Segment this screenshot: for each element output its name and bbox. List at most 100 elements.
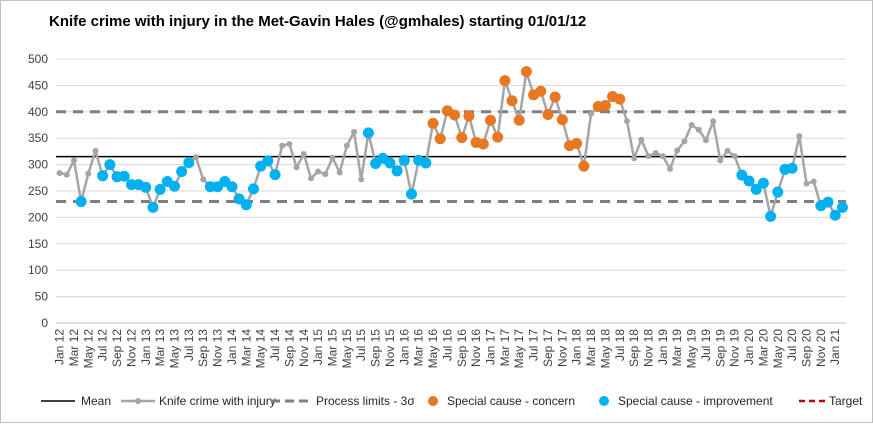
data-point-improvement bbox=[750, 183, 762, 195]
data-point-concern bbox=[535, 85, 547, 97]
data-point-improvement bbox=[406, 188, 417, 200]
x-tick-label: Mar 15 bbox=[326, 329, 340, 367]
data-point-improvement bbox=[269, 169, 281, 181]
x-tick-label: Jan 16 bbox=[397, 329, 411, 365]
data-point bbox=[56, 170, 63, 177]
y-tick-label: 450 bbox=[28, 78, 48, 92]
data-point-improvement bbox=[822, 196, 834, 208]
x-tick-label: Nov 12 bbox=[124, 329, 138, 367]
data-point-improvement bbox=[154, 183, 166, 195]
x-tick-label: May 15 bbox=[340, 329, 354, 369]
data-point-improvement bbox=[176, 165, 188, 177]
x-tick-label: Nov 15 bbox=[383, 329, 397, 367]
data-point bbox=[70, 157, 77, 164]
data-point bbox=[623, 118, 630, 125]
x-tick-label: Sep 14 bbox=[282, 329, 296, 367]
y-tick-label: 100 bbox=[28, 263, 48, 277]
data-point bbox=[810, 178, 817, 185]
x-tick-label: May 20 bbox=[771, 329, 785, 369]
y-tick-label: 300 bbox=[28, 158, 48, 172]
x-tick-label: Nov 13 bbox=[211, 329, 225, 367]
data-point bbox=[193, 154, 200, 161]
x-tick-label: Nov 18 bbox=[642, 329, 656, 367]
data-point-improvement bbox=[97, 170, 109, 182]
data-point-concern bbox=[434, 133, 446, 145]
legend-label-concern: Special cause - concern bbox=[447, 394, 575, 408]
x-tick-label: May 19 bbox=[685, 329, 699, 369]
x-tick-label: Sep 12 bbox=[110, 329, 124, 367]
x-tick-label: May 17 bbox=[512, 329, 526, 369]
y-tick-label: 350 bbox=[28, 131, 48, 145]
data-point-concern bbox=[485, 114, 496, 126]
x-tick-label: Jan 15 bbox=[311, 329, 325, 365]
data-point bbox=[329, 154, 336, 161]
legend-swatch-improvement bbox=[599, 396, 609, 406]
data-point-improvement bbox=[836, 201, 848, 213]
data-point-concern bbox=[463, 110, 475, 122]
x-tick-label: Nov 17 bbox=[555, 329, 569, 367]
series-layer bbox=[59, 70, 844, 218]
x-tick-label: Jul 18 bbox=[613, 329, 627, 361]
data-point bbox=[351, 128, 358, 135]
data-point bbox=[92, 147, 99, 154]
x-tick-label: May 18 bbox=[598, 329, 612, 369]
data-point-improvement bbox=[104, 159, 116, 171]
data-point-concern bbox=[520, 66, 532, 78]
x-tick-label: Mar 17 bbox=[498, 329, 512, 367]
data-point bbox=[667, 165, 674, 172]
x-tick-label: May 12 bbox=[81, 329, 95, 369]
y-tick-label: 0 bbox=[41, 316, 48, 330]
data-point-improvement bbox=[829, 209, 841, 221]
data-point-concern bbox=[506, 95, 518, 107]
data-point bbox=[681, 138, 688, 145]
data-point bbox=[279, 142, 286, 149]
x-tick-label: Jul 17 bbox=[527, 329, 541, 361]
x-tick-label: Sep 13 bbox=[196, 329, 210, 367]
x-tick-label: Nov 14 bbox=[297, 329, 311, 367]
x-tick-label: Jul 14 bbox=[268, 329, 282, 361]
data-point bbox=[695, 126, 702, 133]
x-tick-label: Jan 13 bbox=[139, 329, 153, 365]
x-tick-label: Mar 19 bbox=[670, 329, 684, 367]
x-tick-label: Sep 18 bbox=[627, 329, 641, 367]
data-point-improvement bbox=[262, 155, 274, 167]
x-tick-label: Mar 13 bbox=[153, 329, 167, 367]
legend-label-series: Knife crime with injury bbox=[159, 394, 276, 408]
legend-swatch-concern bbox=[428, 396, 438, 406]
data-point-concern bbox=[542, 108, 554, 120]
x-tick-label: Sep 16 bbox=[455, 329, 469, 367]
x-tick-label: Jan 21 bbox=[828, 329, 842, 365]
data-point bbox=[588, 110, 595, 117]
data-point-improvement bbox=[226, 181, 238, 193]
x-tick-label: Mar 14 bbox=[239, 329, 253, 367]
data-point-concern bbox=[427, 117, 439, 129]
data-point-concern bbox=[556, 114, 568, 126]
x-tick-label: Jul 20 bbox=[785, 329, 799, 361]
x-tick-label: Mar 12 bbox=[67, 329, 81, 367]
data-point-improvement bbox=[743, 175, 755, 187]
x-tick-label: Nov 19 bbox=[728, 329, 742, 367]
data-point-concern bbox=[549, 91, 561, 103]
data-point bbox=[803, 180, 810, 187]
marker-layer bbox=[56, 66, 848, 222]
x-tick-label: Mar 16 bbox=[412, 329, 426, 367]
y-tick-label: 400 bbox=[28, 105, 48, 119]
x-tick-label: Jul 16 bbox=[440, 329, 454, 361]
x-tick-label: Jan 20 bbox=[742, 329, 756, 365]
data-point bbox=[307, 175, 314, 182]
data-point-improvement bbox=[786, 162, 798, 174]
data-point bbox=[336, 169, 343, 176]
data-point bbox=[796, 133, 803, 140]
x-tick-label: Jan 14 bbox=[225, 329, 239, 365]
data-point-concern bbox=[492, 131, 504, 143]
data-point-improvement bbox=[183, 156, 195, 168]
legend-label-mean: Mean bbox=[81, 394, 111, 408]
y-tick-label: 200 bbox=[28, 210, 48, 224]
data-point bbox=[300, 151, 307, 158]
data-point-improvement bbox=[362, 127, 374, 139]
data-point bbox=[717, 157, 724, 164]
series-line-knife-crime bbox=[59, 70, 844, 218]
data-point-concern bbox=[614, 93, 626, 105]
